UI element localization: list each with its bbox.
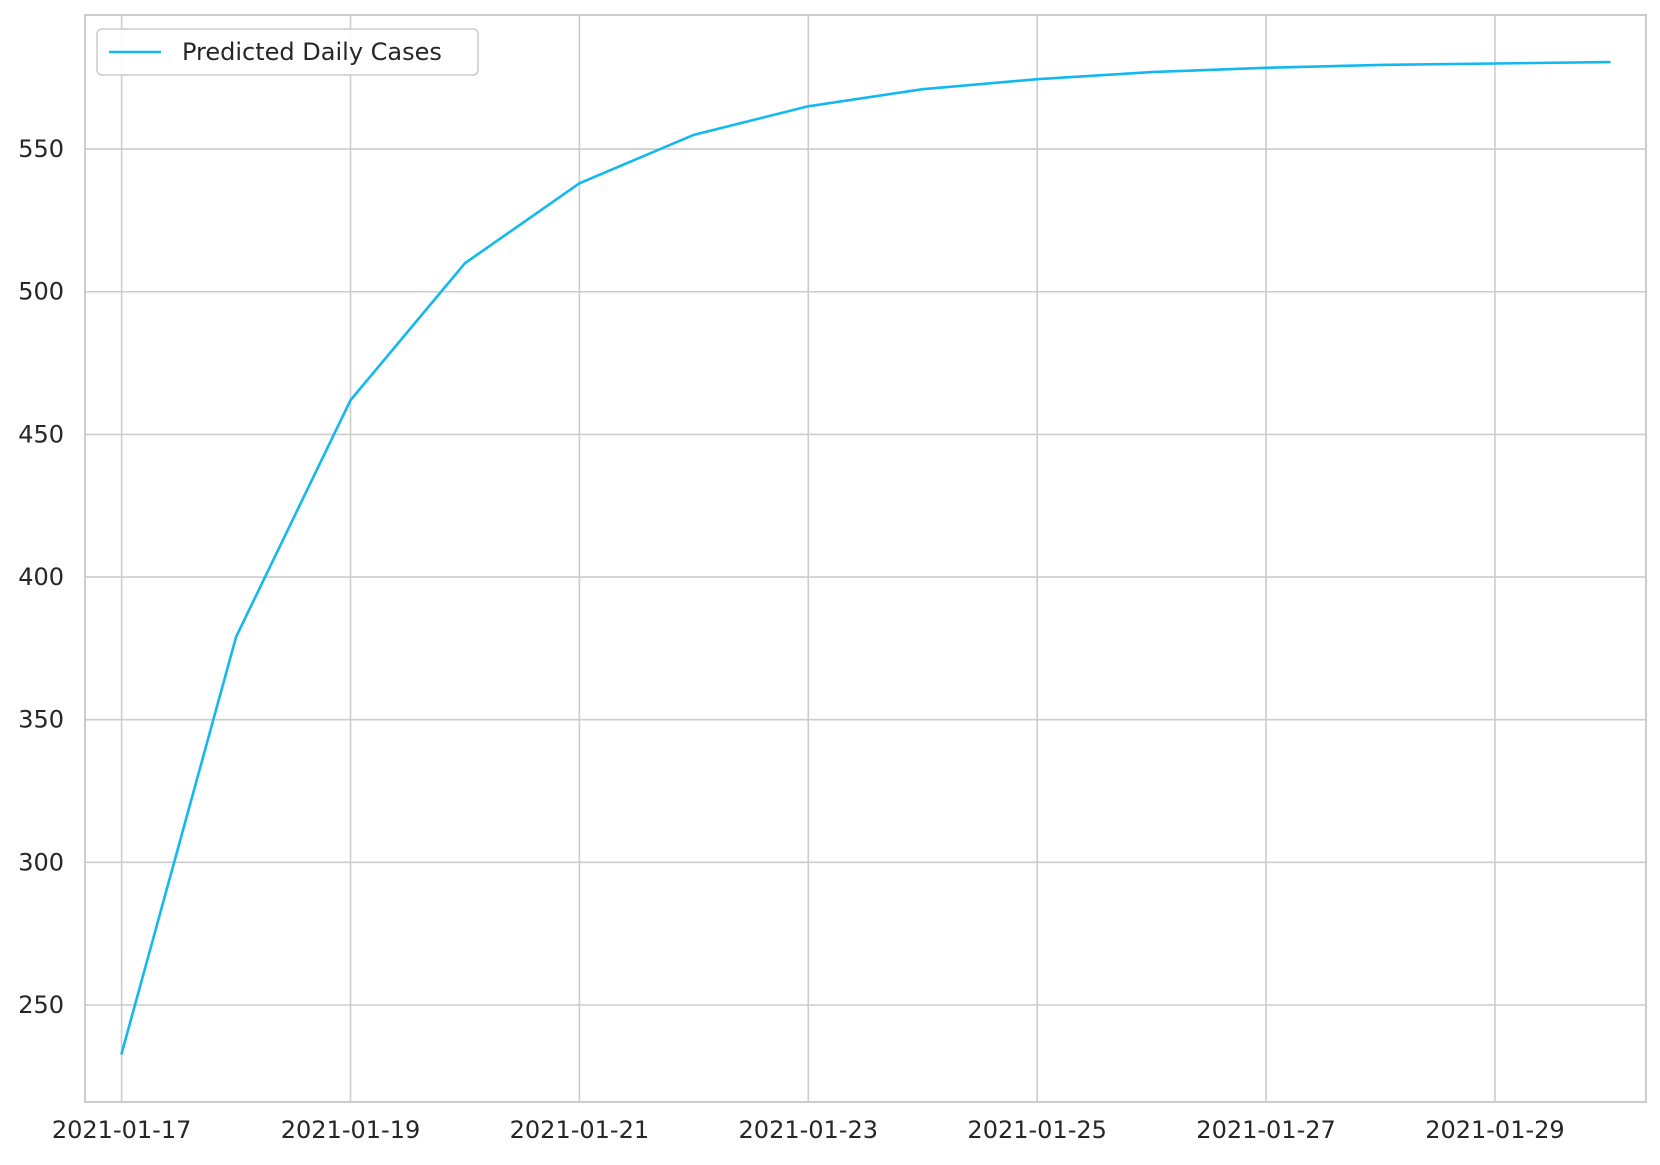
- data-point: [578, 182, 581, 185]
- legend-box: [96, 28, 479, 76]
- data-point: [1035, 77, 1039, 81]
- data-point: [120, 1052, 123, 1055]
- y-tick-label: 300: [18, 848, 64, 876]
- legend: Predicted Daily Cases: [96, 28, 479, 76]
- data-point: [1608, 60, 1611, 64]
- plot-frame: [84, 14, 1647, 1103]
- grid-lines: [85, 15, 1646, 1102]
- y-tick-label: 450: [18, 420, 64, 448]
- legend-label: Predicted Daily Cases: [182, 38, 442, 66]
- data-point: [1379, 63, 1382, 67]
- y-tick-label: 350: [18, 706, 64, 734]
- x-tick-label: 2021-01-21: [510, 1116, 649, 1144]
- x-tick-label: 2021-01-23: [739, 1116, 878, 1144]
- x-tick-label: 2021-01-17: [52, 1116, 191, 1144]
- data-point: [1264, 66, 1268, 69]
- data-point: [463, 262, 467, 265]
- data-point: [349, 398, 352, 402]
- y-tick-label: 400: [18, 563, 64, 591]
- y-tick-label: 250: [18, 991, 64, 1019]
- tick-labels: 2021-01-17 2021-01-19 2021-01-21 2021-01-23…: [18, 135, 1564, 1144]
- series-line-predicted-daily-cases: [120, 60, 1611, 1055]
- data-point: [1493, 62, 1497, 65]
- x-tick-label: 2021-01-27: [1196, 1116, 1335, 1144]
- x-tick-label: 2021-01-29: [1425, 1116, 1564, 1144]
- y-tick-label: 550: [18, 135, 64, 163]
- x-tick-label: 2021-01-19: [281, 1116, 420, 1144]
- y-tick-label: 500: [18, 278, 64, 306]
- data-point: [807, 105, 810, 108]
- data-point: [234, 635, 238, 639]
- data-point: [692, 133, 696, 137]
- data-point: [1150, 70, 1153, 74]
- data-point: [921, 87, 924, 91]
- axes-frame: [84, 14, 1647, 1103]
- x-tick-label: 2021-01-25: [967, 1116, 1106, 1144]
- series-layer: [120, 60, 1611, 1055]
